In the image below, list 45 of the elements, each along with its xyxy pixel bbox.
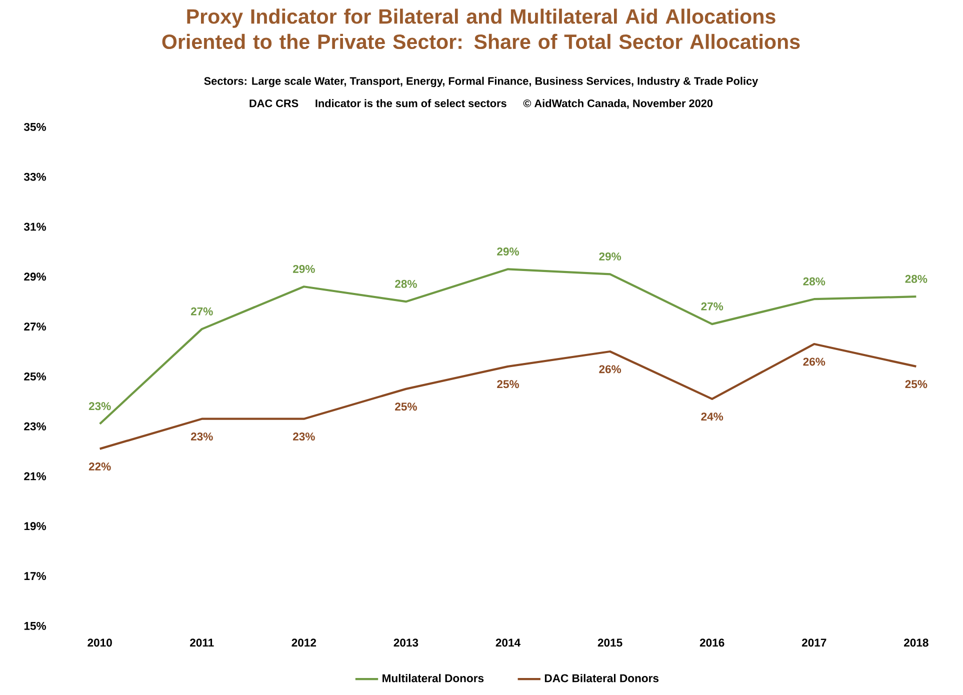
y-tick-label: 23% bbox=[24, 422, 46, 430]
data-label: 23% bbox=[190, 432, 213, 441]
x-tick-label: 2011 bbox=[190, 638, 214, 647]
data-label: 26% bbox=[803, 358, 826, 366]
text: © AidWatch Canada, November 2020 bbox=[523, 99, 713, 109]
x-tick-label: 2018 bbox=[904, 638, 928, 647]
data-label: 26% bbox=[599, 365, 622, 374]
data-label: 23% bbox=[293, 432, 315, 441]
data-label: 28% bbox=[395, 280, 417, 288]
y-tick-label: 31% bbox=[24, 222, 46, 231]
y-tick-label: 27% bbox=[24, 322, 46, 331]
y-tick-label: 35% bbox=[24, 122, 46, 131]
y-tick-label: 25% bbox=[24, 372, 46, 380]
data-label: 25% bbox=[395, 402, 417, 411]
chart-subtitle: Sectors: Large scale Water, Transport, Energy, Formal Finance, Business Services, Industry & Trade Policy bbox=[204, 76, 758, 88]
x-tick-label: 2012 bbox=[292, 638, 316, 647]
data-label: 27% bbox=[701, 302, 724, 310]
x-tick-label: 2015 bbox=[598, 638, 622, 647]
y-tick-label: 15% bbox=[24, 622, 46, 630]
data-label: 29% bbox=[293, 264, 315, 273]
x-tick-label: 2010 bbox=[88, 638, 112, 647]
x-tick-label: 2016 bbox=[700, 638, 724, 647]
y-tick-label: 19% bbox=[24, 522, 46, 530]
y-tick-label: 33% bbox=[24, 172, 46, 181]
chart-title: Proxy Indicator for Bilateral and Multilateral Aid Allocations Oriented to the Private Sector: Share of Total Sector Allocations bbox=[162, 8, 800, 50]
data-label: 27% bbox=[190, 307, 213, 316]
text: DAC CRS bbox=[250, 99, 298, 108]
x-tick-label: 2014 bbox=[496, 638, 520, 647]
x-tick-label: 2013 bbox=[394, 638, 418, 647]
y-tick-label: 29% bbox=[24, 272, 46, 281]
x-tick-label: 2017 bbox=[802, 638, 826, 647]
y-tick-label: 17% bbox=[24, 572, 46, 580]
legend-label: DAC Bilateral Donors bbox=[544, 674, 659, 682]
text: Indicator is the sum of select sectors bbox=[316, 99, 506, 108]
legend-label: Multilateral Donors bbox=[382, 674, 484, 682]
data-label: 22% bbox=[88, 462, 111, 470]
y-tick-label: 21% bbox=[24, 472, 46, 480]
data-label: 25% bbox=[497, 380, 520, 388]
data-label: 28% bbox=[803, 277, 826, 286]
data-label: 29% bbox=[599, 252, 622, 260]
data-label: 23% bbox=[88, 402, 111, 410]
data-label: 25% bbox=[905, 380, 928, 388]
data-label: 28% bbox=[905, 274, 928, 283]
data-label: 24% bbox=[701, 412, 724, 421]
data-label: 29% bbox=[497, 248, 520, 256]
